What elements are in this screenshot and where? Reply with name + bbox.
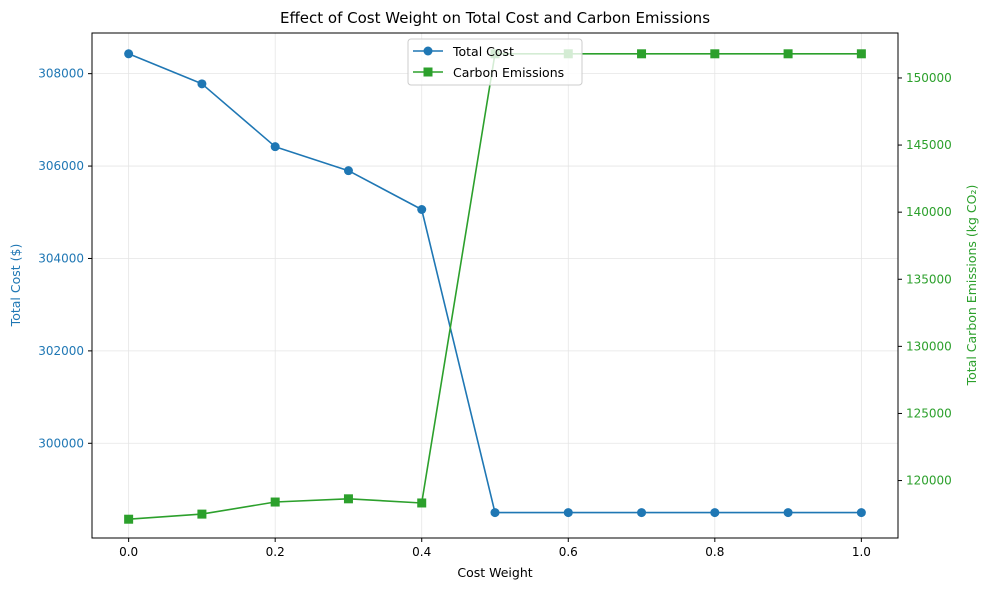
right-y-tick-label: 140000 — [906, 205, 952, 219]
data-point-total-cost — [563, 508, 573, 518]
left-y-axis: 300000 302000 304000 306000 308000 — [38, 67, 92, 450]
data-point-total-cost — [856, 508, 866, 518]
legend: Total Cost Carbon Emissions — [407, 38, 583, 86]
right-y-tick-label: 120000 — [906, 474, 952, 488]
left-y-tick-label: 300000 — [38, 436, 84, 450]
x-axis: 0.0 0.2 0.4 0.6 0.8 1.0 — [119, 538, 871, 559]
right-y-tick-label: 145000 — [906, 138, 952, 152]
data-point-total-cost — [417, 204, 427, 214]
right-y-axis: 120000 125000 130000 135000 140000 145000 1500… — [898, 71, 952, 488]
data-point-total-cost — [710, 508, 720, 518]
left-y-tick-label: 304000 — [38, 251, 84, 265]
data-point-carbon-emissions — [124, 514, 134, 524]
plot-frame — [91, 32, 899, 539]
left-y-tick-label: 308000 — [38, 67, 84, 81]
data-point-carbon-emissions — [783, 49, 793, 59]
grid-lines — [92, 33, 898, 538]
x-tick-label: 1.0 — [852, 545, 871, 559]
left-y-tick-label: 306000 — [38, 159, 84, 173]
series-total-cost — [124, 49, 866, 518]
right-y-tick-label: 150000 — [906, 71, 952, 85]
right-y-tick-label: 135000 — [906, 272, 952, 286]
x-tick-label: 0.4 — [412, 545, 431, 559]
data-point-carbon-emissions — [710, 49, 720, 59]
left-y-axis-label: Total Cost ($) — [8, 244, 23, 328]
legend-frame — [407, 38, 583, 86]
x-tick-label: 0.0 — [119, 545, 138, 559]
data-point-carbon-emissions — [856, 49, 866, 59]
chart-title: Effect of Cost Weight on Total Cost and … — [280, 9, 710, 27]
data-point-carbon-emissions — [270, 497, 280, 507]
data-point-total-cost — [270, 142, 280, 152]
legend-label-total-cost: Total Cost — [452, 44, 514, 59]
data-point-carbon-emissions — [417, 498, 427, 508]
data-point-total-cost — [197, 79, 207, 89]
x-axis-label: Cost Weight — [457, 565, 532, 580]
data-point-total-cost — [490, 508, 500, 518]
x-tick-label: 0.8 — [705, 545, 724, 559]
data-point-carbon-emissions — [197, 509, 207, 519]
right-y-tick-label: 130000 — [906, 339, 952, 353]
x-tick-label: 0.2 — [266, 545, 285, 559]
left-y-tick-label: 302000 — [38, 344, 84, 358]
data-point-total-cost — [783, 508, 793, 518]
data-point-carbon-emissions — [343, 494, 353, 504]
legend-label-carbon-emissions: Carbon Emissions — [453, 65, 564, 80]
x-tick-label: 0.6 — [559, 545, 578, 559]
right-y-axis-label: Total Carbon Emissions (kg CO₂) — [964, 185, 979, 387]
legend-item-total-cost: Total Cost — [413, 44, 514, 59]
data-point-total-cost — [124, 49, 134, 59]
data-point-total-cost — [637, 508, 647, 518]
legend-marker-square — [423, 67, 433, 77]
right-y-tick-label: 125000 — [906, 406, 952, 420]
data-point-carbon-emissions — [637, 49, 647, 59]
legend-item-carbon-emissions: Carbon Emissions — [413, 65, 564, 80]
data-point-total-cost — [343, 166, 353, 176]
legend-marker-circle — [423, 46, 433, 56]
